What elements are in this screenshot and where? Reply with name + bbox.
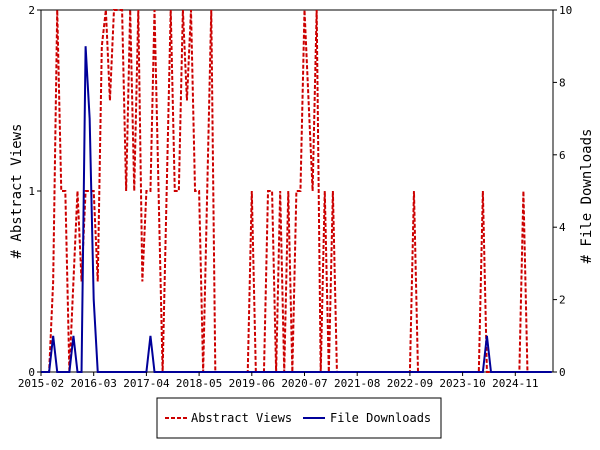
y-left-tick-label: 0 [28, 366, 35, 379]
series-line-file-downloads [41, 46, 552, 373]
x-axis: 2015-02 2016-03 2017-04 2018-05 2019-06 2020-… [18, 372, 538, 390]
x-tick-label: 2018-05 [176, 377, 222, 390]
y-right-tick-label: 4 [559, 221, 566, 234]
legend: Abstract Views File Downloads [156, 397, 442, 439]
x-tick-label: 2019-06 [229, 377, 275, 390]
y-right-tick-label: 6 [559, 149, 566, 162]
x-tick-label: 2021-08 [334, 377, 380, 390]
legend-box [156, 397, 442, 439]
x-tick-label: 2017-04 [123, 377, 170, 390]
y-left-tick-label: 2 [28, 4, 35, 17]
legend-label-abstract-views: Abstract Views [191, 411, 292, 425]
x-tick-label: 2015-02 [18, 377, 64, 390]
series-layer [41, 9, 552, 373]
y-axis-left-title: # Abstract Views [9, 124, 25, 259]
x-tick-label: 2024-11 [492, 377, 538, 390]
y-left-tick-label: 1 [28, 185, 35, 198]
x-tick-label: 2023-10 [439, 377, 485, 390]
x-tick-label: 2016-03 [71, 377, 117, 390]
x-tick-label: 2022-09 [387, 377, 433, 390]
y-right-tick-label: 10 [559, 4, 572, 17]
legend-label-file-downloads: File Downloads [330, 411, 431, 425]
series-line-abstract-views [41, 9, 552, 373]
y-axis-right: 0 2 4 6 8 10 [553, 4, 572, 379]
x-tick-label: 2020-07 [281, 377, 327, 390]
y-axis-right-title: # File Downloads [579, 129, 595, 264]
y-axis-left: 0 1 2 [28, 4, 41, 379]
y-right-tick-label: 8 [559, 76, 566, 89]
y-right-tick-label: 0 [559, 366, 566, 379]
y-right-tick-label: 2 [559, 294, 566, 307]
